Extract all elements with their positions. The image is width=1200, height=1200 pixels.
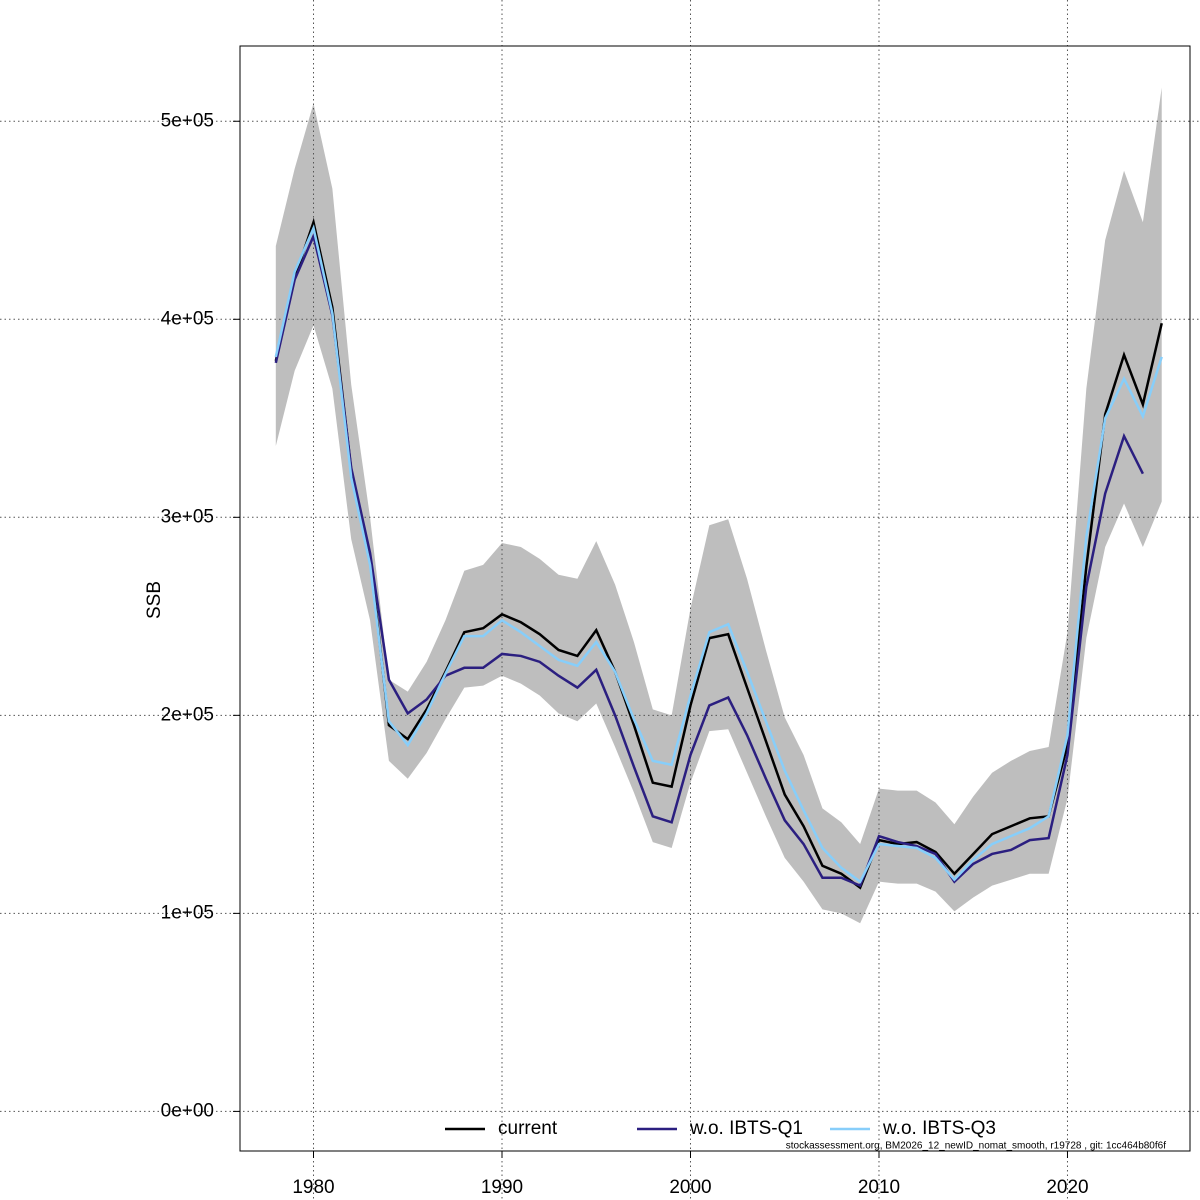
x-tick-label: 2020 <box>1046 1177 1088 1198</box>
y-tick-label: 4e+05 <box>161 308 214 329</box>
y-tick-label: 0e+00 <box>161 1100 214 1121</box>
confidence-band <box>275 87 1162 924</box>
footnote: stockassessment.org, BM2026_12_newID_nom… <box>786 1141 1166 1152</box>
series-line <box>274 224 1163 884</box>
x-tick-label: 1990 <box>481 1177 523 1198</box>
plot-frame <box>239 45 1191 1152</box>
x-tick-label: 1980 <box>292 1177 334 1198</box>
y-tick-label: 3e+05 <box>161 506 214 527</box>
y-tick-label: 1e+05 <box>161 902 214 923</box>
y-axis-label: SSB <box>144 581 165 619</box>
series-line <box>274 217 1163 890</box>
legend-label: w.o. IBTS-Q3 <box>882 1118 996 1139</box>
series-line <box>274 232 1144 888</box>
y-tick-label: 2e+05 <box>161 704 214 725</box>
x-tick-label: 2000 <box>669 1177 711 1198</box>
legend-label: w.o. IBTS-Q1 <box>689 1118 803 1139</box>
x-tick-label: 2010 <box>858 1177 900 1198</box>
legend-label: current <box>498 1118 558 1139</box>
y-tick-label: 5e+05 <box>161 110 214 131</box>
